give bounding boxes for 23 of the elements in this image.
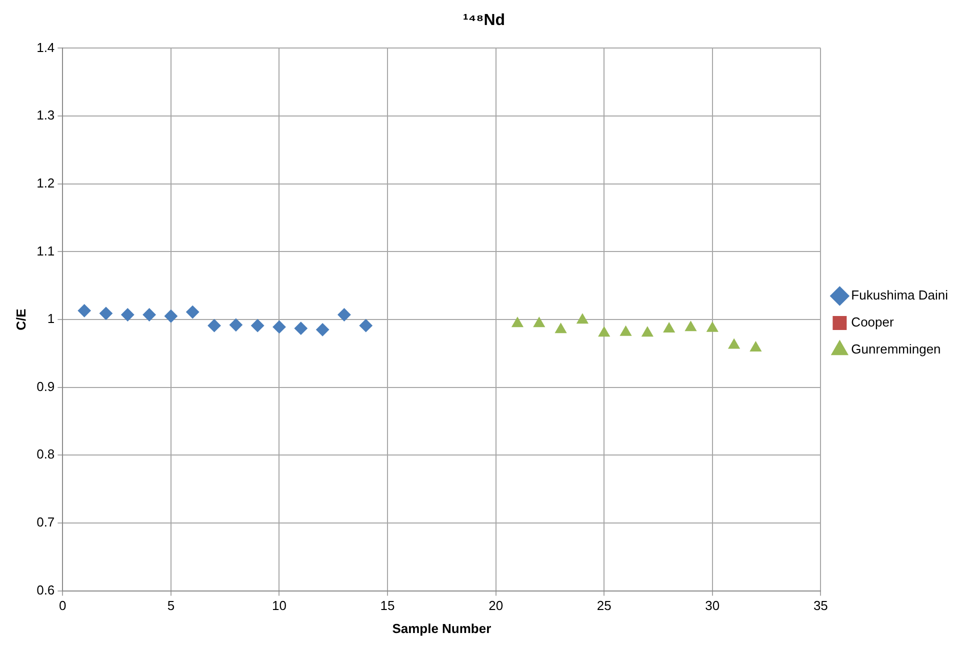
y-axis-title: C/E [13, 308, 28, 330]
x-tick-label: 5 [167, 598, 175, 614]
x-tick-label: 0 [59, 598, 66, 614]
y-tick-label: 1.3 [36, 108, 55, 123]
y-tick-label: 0.7 [36, 514, 55, 530]
legend-label: Fukushima Daini [851, 288, 948, 303]
x-tick-label: 35 [813, 598, 828, 614]
x-tick-label: 25 [596, 598, 612, 614]
x-tick-label: 30 [705, 598, 720, 614]
x-tick-label: 15 [380, 598, 395, 614]
y-tick-label: 1.4 [36, 40, 55, 55]
x-tick-label: 10 [272, 598, 286, 614]
legend-label: Cooper [851, 314, 894, 330]
x-tick-label: 20 [488, 598, 504, 614]
y-tick-label: 0.9 [36, 378, 55, 394]
y-tick-label: 1.1 [36, 243, 55, 258]
y-tick-label: 0.8 [36, 446, 55, 462]
y-tick-label: 1.2 [36, 175, 55, 190]
y-tick-label: 0.6 [36, 582, 55, 598]
x-axis-title: Sample Number [392, 620, 492, 636]
y-tick-label: 1 [47, 311, 55, 326]
chart-title: ¹⁴⁸Nd [462, 12, 506, 30]
legend-label: Gunremmingen [851, 342, 941, 357]
